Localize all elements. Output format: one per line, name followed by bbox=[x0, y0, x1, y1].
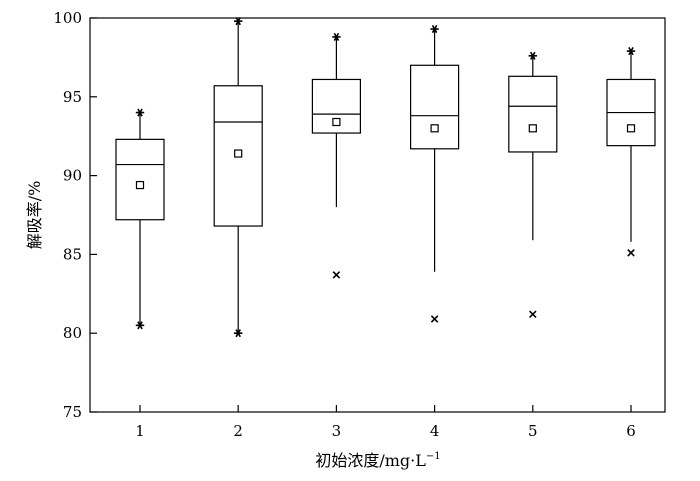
cross-stroke bbox=[332, 271, 341, 279]
iqr-box bbox=[115, 138, 165, 221]
star-stroke bbox=[137, 108, 143, 117]
mean-marker bbox=[626, 124, 636, 133]
x-tick-label: 3 bbox=[332, 422, 342, 440]
star-stroke bbox=[431, 24, 438, 34]
box-3 bbox=[311, 32, 361, 279]
outlier-marker bbox=[332, 271, 341, 279]
mean-marker bbox=[234, 149, 243, 158]
iqr-box bbox=[508, 75, 558, 153]
min-marker bbox=[234, 329, 243, 338]
cross-stroke bbox=[627, 249, 635, 257]
x-tick-label: 4 bbox=[430, 422, 440, 440]
outlier-marker bbox=[627, 249, 635, 257]
y-tick-label: 80 bbox=[63, 324, 82, 342]
x-axis-title-text: 初始浓度/mg·L bbox=[315, 451, 426, 470]
x-axis: 1 2 3 4 5 6 bbox=[135, 405, 636, 440]
x-tick-label: 1 bbox=[135, 422, 145, 440]
box-4 bbox=[410, 24, 460, 323]
mean-marker bbox=[135, 180, 145, 190]
y-tick-label: 85 bbox=[63, 245, 82, 263]
x-tick-label: 5 bbox=[528, 422, 538, 440]
y-tick-label: 100 bbox=[53, 9, 82, 27]
outlier-marker bbox=[529, 310, 537, 319]
star-stroke bbox=[530, 51, 536, 60]
max-marker bbox=[626, 47, 636, 56]
star-stroke bbox=[137, 321, 143, 330]
cross-stroke bbox=[430, 315, 439, 323]
star-stroke bbox=[235, 329, 241, 338]
box-6 bbox=[606, 47, 656, 257]
iqr-box bbox=[410, 64, 460, 150]
mean-marker bbox=[332, 117, 341, 127]
x-axis-title-superscript: −1 bbox=[426, 451, 441, 462]
star-stroke bbox=[628, 47, 634, 56]
mean-marker bbox=[430, 124, 439, 133]
max-marker bbox=[528, 51, 537, 60]
box-series bbox=[115, 17, 656, 338]
plot-area-frame bbox=[89, 17, 666, 413]
x-tick-label: 6 bbox=[626, 422, 636, 440]
iqr-box bbox=[311, 78, 361, 134]
max-marker bbox=[430, 24, 439, 34]
star-stroke bbox=[333, 32, 340, 41]
box-1 bbox=[115, 108, 165, 330]
mean-marker bbox=[528, 124, 537, 133]
y-tick-label: 75 bbox=[63, 403, 82, 421]
y-tick-label: 95 bbox=[63, 88, 82, 106]
outlier-marker bbox=[430, 315, 439, 323]
x-tick-label: 2 bbox=[233, 422, 243, 440]
y-tick-label: 90 bbox=[63, 167, 82, 185]
star-stroke bbox=[235, 17, 241, 26]
cross-stroke bbox=[529, 310, 537, 319]
max-marker bbox=[135, 108, 145, 117]
box-2 bbox=[213, 17, 263, 338]
x-axis-title: 初始浓度/mg·L−1 bbox=[315, 451, 440, 470]
iqr-box bbox=[213, 85, 263, 227]
box-5 bbox=[508, 51, 558, 319]
min-marker bbox=[135, 321, 145, 330]
y-axis: 75 80 85 90 95 100 bbox=[53, 9, 97, 421]
max-marker bbox=[234, 17, 243, 26]
y-axis-title: 解吸率/% bbox=[25, 181, 44, 250]
max-marker bbox=[332, 32, 341, 41]
